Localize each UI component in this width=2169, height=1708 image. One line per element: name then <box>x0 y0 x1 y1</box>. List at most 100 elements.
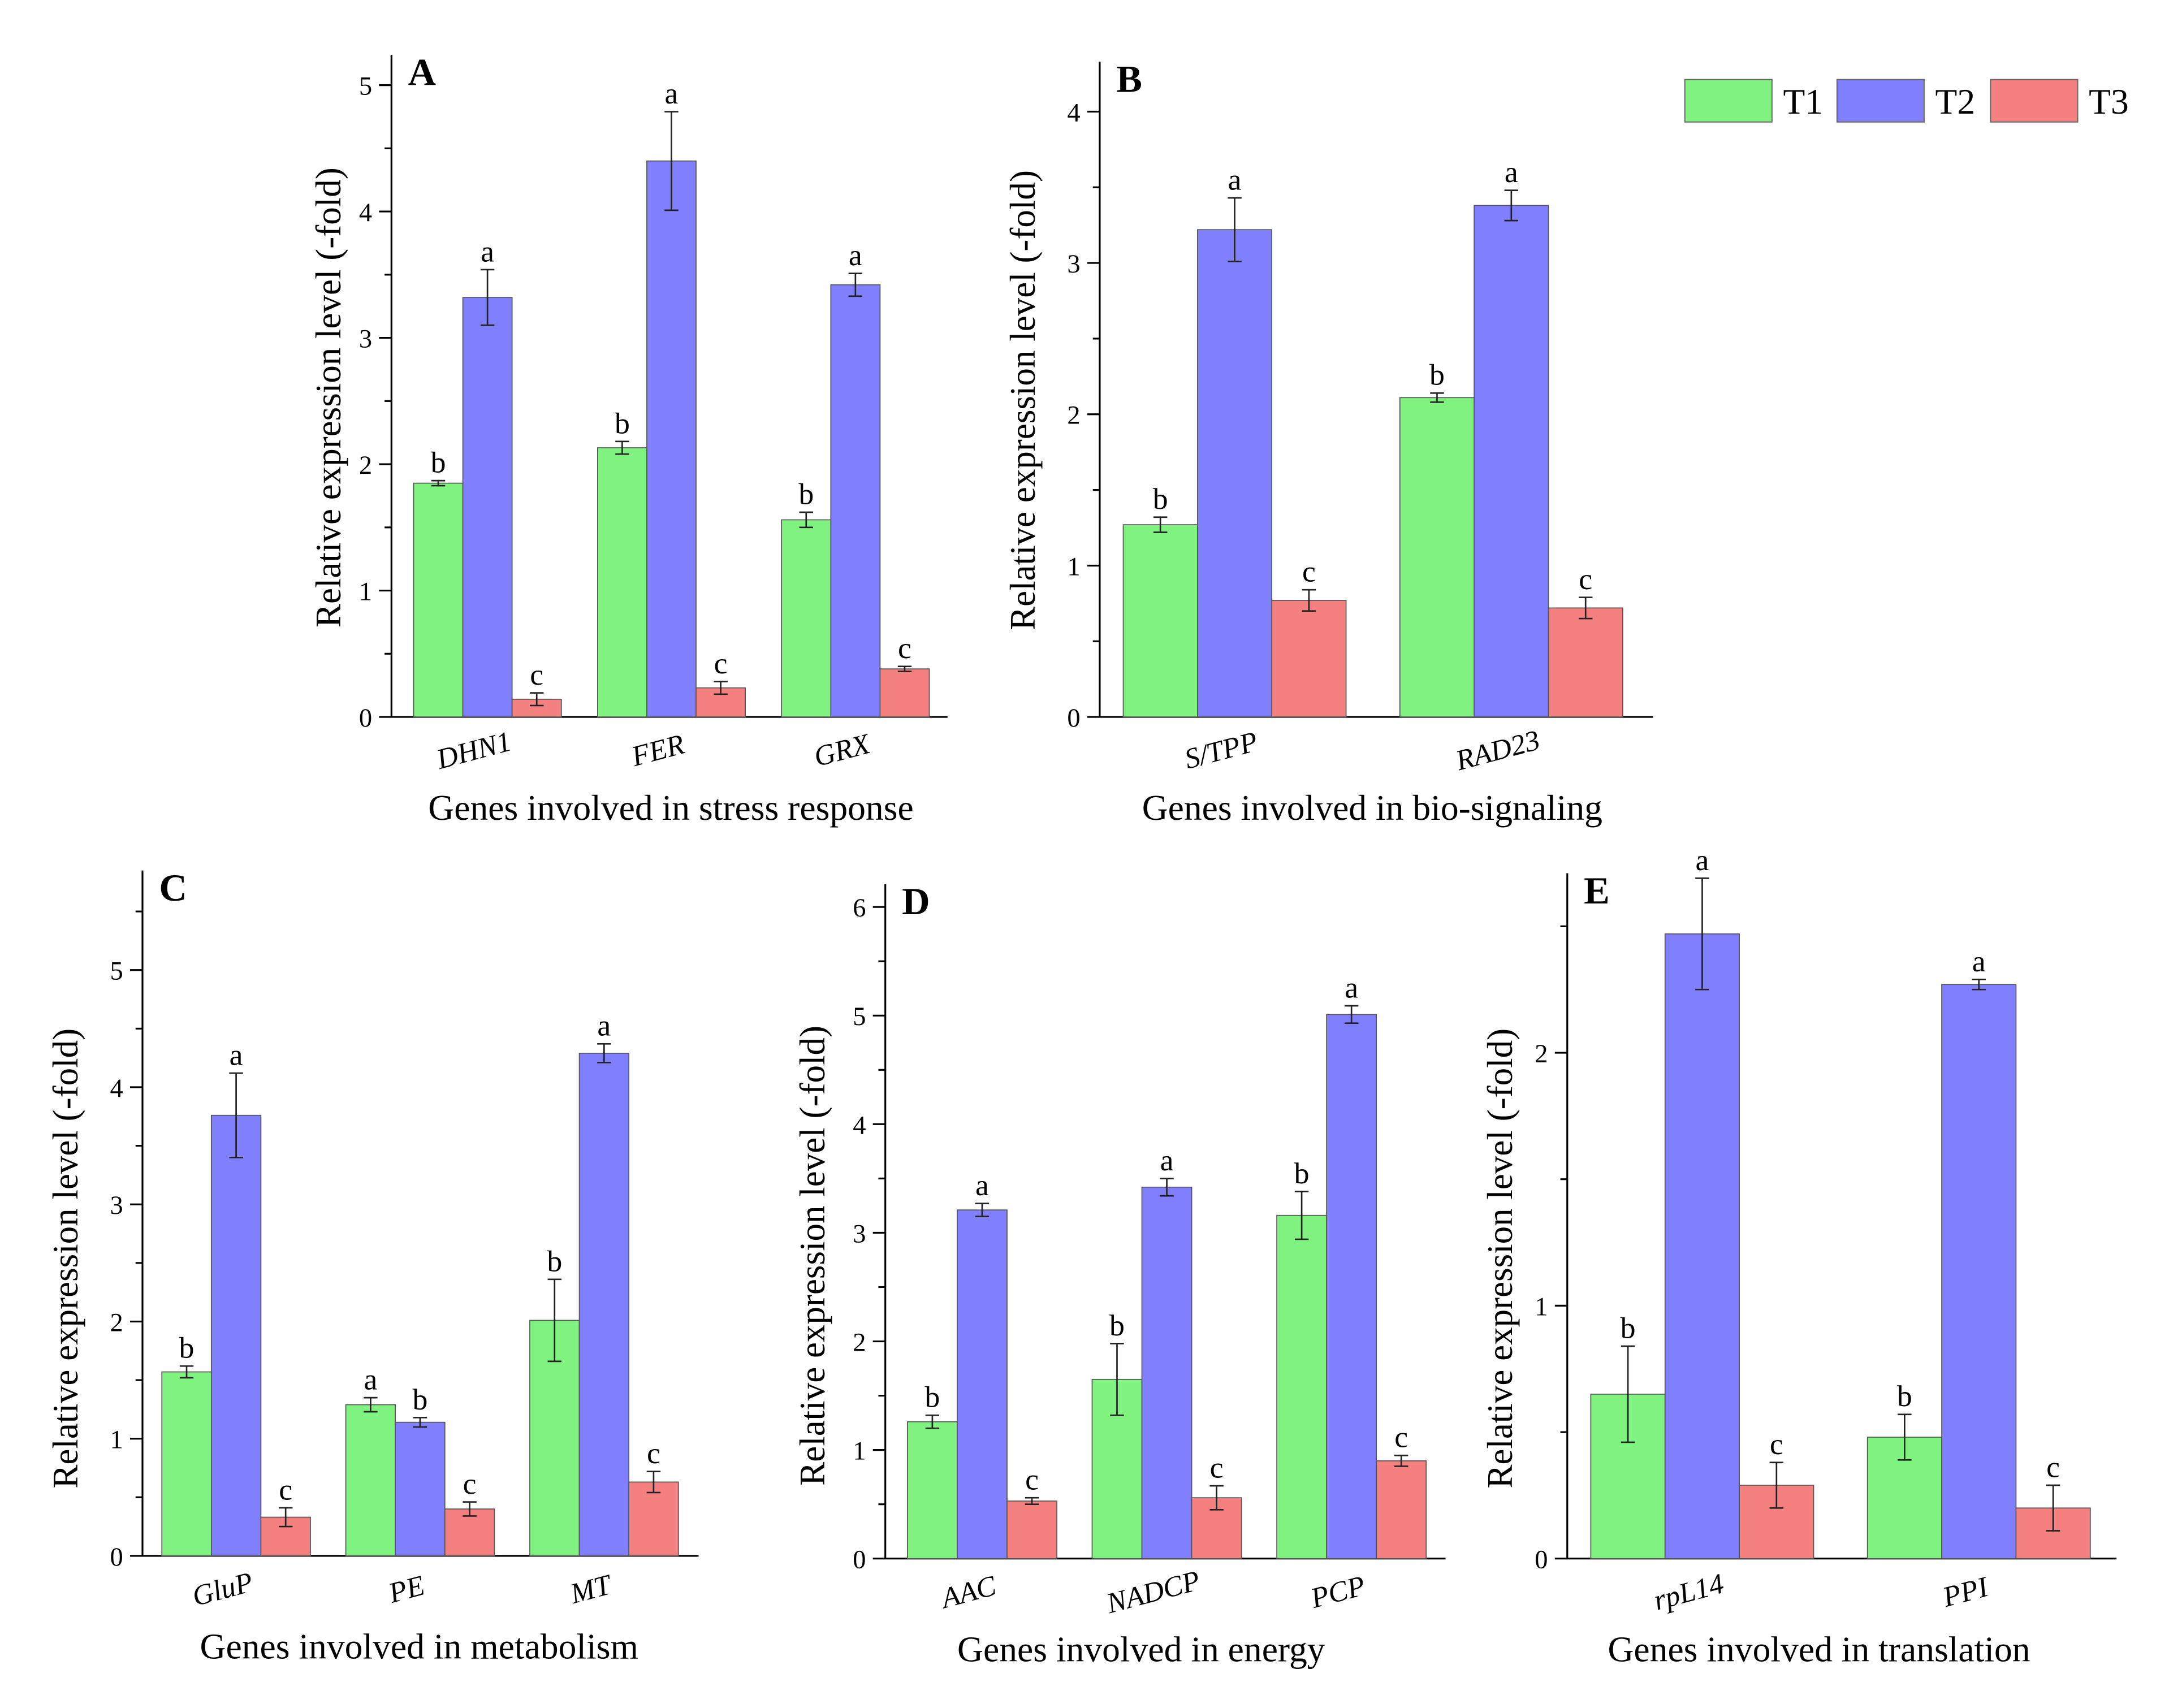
bar-b-rad23-t3 <box>1548 607 1623 717</box>
x-axis-title-b: Genes involved in bio-signaling <box>1142 788 1602 828</box>
significance-letter-d-aac-t3: c <box>1025 1463 1039 1497</box>
bar-a-fer-t2 <box>646 160 697 717</box>
x-axis-title-a: Genes involved in stress response <box>428 788 913 828</box>
y-tick-label-e: 2 <box>1535 1040 1548 1069</box>
significance-letter-c-glup-t3: c <box>279 1473 292 1507</box>
y-tick-label-c: 1 <box>110 1426 123 1455</box>
y-tick-label-d: 5 <box>853 1002 866 1031</box>
significance-letter-d-nadcp-t3: c <box>1210 1451 1224 1485</box>
significance-letter-b-rad23-t2: a <box>1505 155 1518 189</box>
y-tick-label-c: 0 <box>110 1543 123 1572</box>
bar-b-rad23-t2 <box>1474 205 1549 717</box>
legend-label-t3: T3 <box>2089 82 2129 122</box>
y-tick-label-b: 2 <box>1067 401 1080 430</box>
significance-letter-e-rpl14-t3: c <box>1770 1427 1783 1461</box>
y-tick-label-a: 4 <box>359 198 372 227</box>
bar-b-s-tpp-t1 <box>1122 524 1198 717</box>
legend-swatch-t3 <box>1990 79 2079 123</box>
y-tick-label-b: 3 <box>1067 250 1080 279</box>
significance-letter-d-aac-t2: a <box>975 1168 989 1202</box>
bar-d-nadcp-t2 <box>1141 1186 1192 1559</box>
x-axis-title-c: Genes involved in metabolism <box>200 1627 638 1667</box>
significance-letter-c-mt-t2: a <box>597 1009 611 1043</box>
y-tick-label-e: 0 <box>1535 1546 1548 1575</box>
legend-item-t3: T3 <box>1990 79 2129 123</box>
y-tick-label-d: 2 <box>853 1329 866 1357</box>
y-tick-label-a: 1 <box>359 578 372 607</box>
significance-letter-a-grx-t3: c <box>898 631 911 665</box>
significance-letter-e-ppi-t1: b <box>1897 1379 1912 1413</box>
significance-letter-b-rad23-t1: b <box>1429 358 1445 392</box>
legend-label-t2: T2 <box>1935 82 1976 122</box>
bar-c-pe-t2 <box>395 1421 446 1556</box>
bar-a-dhn1-t2 <box>462 297 513 717</box>
y-tick-label-b: 0 <box>1067 704 1080 733</box>
significance-letter-b-s-tpp-t3: c <box>1302 555 1316 589</box>
legend-label-t1: T1 <box>1783 82 1823 122</box>
bar-d-pcp-t3 <box>1376 1460 1427 1559</box>
bar-c-glup-t1 <box>161 1371 212 1556</box>
significance-letter-c-pe-t1: a <box>364 1363 377 1396</box>
significance-letter-a-dhn1-t3: c <box>530 658 543 691</box>
y-tick-label-d: 0 <box>853 1546 866 1575</box>
y-axis-title-b: Relative expression level (-fold) <box>1003 170 1043 630</box>
bar-a-dhn1-t1 <box>413 482 464 717</box>
significance-letter-c-mt-t3: c <box>647 1436 660 1470</box>
y-axis-title-c: Relative expression level (-fold) <box>46 1028 85 1489</box>
significance-letter-d-aac-t1: b <box>924 1380 940 1414</box>
y-tick-label-d: 6 <box>853 894 866 923</box>
bar-b-s-tpp-t2 <box>1197 229 1273 717</box>
bar-e-ppi-t2 <box>1941 984 2017 1559</box>
significance-letter-d-pcp-t3: c <box>1394 1420 1408 1454</box>
significance-letter-c-glup-t1: b <box>179 1331 195 1365</box>
bar-b-rad23-t1 <box>1399 397 1475 717</box>
significance-letter-d-pcp-t1: b <box>1294 1156 1310 1190</box>
significance-letter-c-glup-t2: a <box>230 1038 243 1072</box>
y-tick-label-c: 5 <box>110 957 123 986</box>
legend-item-t2: T2 <box>1836 79 1976 123</box>
significance-letter-a-grx-t1: b <box>798 477 814 511</box>
bar-c-mt-t3 <box>628 1481 679 1556</box>
legend-swatch-t1 <box>1684 79 1773 123</box>
bar-d-aac-t3 <box>1006 1501 1057 1559</box>
significance-letter-a-dhn1-t1: b <box>431 446 446 479</box>
bar-a-grx-t3 <box>879 668 930 717</box>
significance-letter-e-ppi-t2: a <box>1972 944 1986 978</box>
y-tick-label-e: 1 <box>1535 1293 1548 1322</box>
bar-d-aac-t2 <box>957 1209 1008 1559</box>
significance-letter-c-pe-t3: c <box>463 1467 477 1501</box>
legend: T1 T2 T3 <box>1684 79 2129 123</box>
bar-a-grx-t1 <box>781 519 832 717</box>
bar-c-glup-t2 <box>210 1114 262 1556</box>
bar-d-pcp-t2 <box>1326 1014 1377 1559</box>
y-tick-label-a: 5 <box>359 72 372 101</box>
bar-d-aac-t1 <box>907 1421 958 1559</box>
x-axis-title-e: Genes involved in translation <box>1608 1630 2030 1670</box>
y-tick-label-c: 2 <box>110 1309 123 1338</box>
y-axis-title-a: Relative expression level (-fold) <box>309 167 348 628</box>
panel-label-b: B <box>1116 58 1142 101</box>
panel-label-c: C <box>159 866 187 909</box>
bar-e-rpl14-t2 <box>1664 933 1740 1559</box>
significance-letter-a-fer-t2: a <box>665 76 679 110</box>
y-axis-title-e: Relative expression level (-fold) <box>1480 1028 1520 1489</box>
significance-letter-a-fer-t3: c <box>714 646 728 680</box>
significance-letter-b-s-tpp-t1: b <box>1153 482 1168 516</box>
panel-label-a: A <box>408 51 436 94</box>
y-tick-label-d: 4 <box>853 1112 866 1140</box>
panel-label-d: D <box>902 880 930 923</box>
legend-swatch-t2 <box>1836 79 1925 123</box>
bar-a-fer-t1 <box>597 447 647 717</box>
significance-letter-e-rpl14-t2: a <box>1696 843 1709 877</box>
significance-letter-a-dhn1-t2: a <box>481 235 494 269</box>
y-tick-label-c: 3 <box>110 1191 123 1220</box>
bar-a-grx-t2 <box>830 284 881 717</box>
bar-c-pe-t1 <box>345 1404 396 1556</box>
significance-letter-d-nadcp-t2: a <box>1160 1143 1174 1177</box>
legend-item-t1: T1 <box>1684 79 1823 123</box>
y-tick-label-a: 2 <box>359 451 372 480</box>
